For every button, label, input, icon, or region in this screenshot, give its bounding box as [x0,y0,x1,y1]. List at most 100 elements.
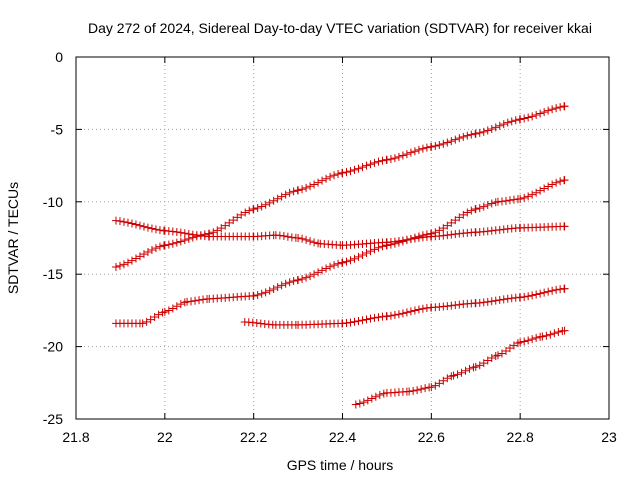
data-point [138,319,147,328]
data-point [479,127,488,136]
data-point [418,304,427,313]
data-point [164,240,173,249]
data-point [127,219,136,228]
data-point [390,154,399,163]
data-point [491,296,500,305]
data-point [513,339,522,348]
data-point [318,266,327,275]
data-point [487,124,496,133]
data-point [459,132,468,141]
data-point [556,285,565,294]
data-point [265,286,274,295]
data-point [499,120,508,129]
data-point [554,328,563,337]
data-point [483,126,492,135]
data-point [281,190,290,199]
x-tick-label: 22.8 [507,429,534,445]
data-point [191,296,200,305]
data-point [192,231,201,240]
data-point [180,298,189,307]
data-point [560,326,569,335]
data-point [475,128,484,137]
data-point [544,287,553,296]
data-point [346,256,355,265]
data-point [265,198,274,207]
data-point [520,193,529,202]
data-point [528,291,537,300]
data-point [463,208,472,217]
data-point [378,156,387,165]
data-point [289,187,298,196]
data-point [370,313,379,322]
data-point [279,232,288,241]
data-point [168,227,177,236]
data-point [269,284,278,293]
data-point [402,236,411,245]
data-point [406,148,415,157]
data-point [334,259,343,268]
data-point [249,205,258,214]
series-lower-flat [240,284,569,329]
data-point [418,231,427,240]
data-point [354,317,363,326]
data-point [493,351,502,360]
data-point [378,242,387,251]
chart-title: Day 272 of 2024, Sidereal Day-to-day VTE… [88,20,592,36]
data-point [334,169,343,178]
data-point [483,201,492,210]
data-point [520,337,529,346]
data-point [552,285,561,294]
data-point [546,330,555,339]
data-point [158,308,167,317]
data-point [147,224,156,233]
data-point [269,196,278,205]
data-point [520,114,529,123]
data-point [501,196,510,205]
data-point [362,249,371,258]
data-point [540,184,549,193]
data-point [548,180,557,189]
data-point [487,297,496,306]
data-point [338,258,347,267]
data-point [306,182,315,191]
y-tick-label: -15 [43,266,63,282]
data-point [155,242,164,251]
data-point [131,220,140,229]
data-point [410,306,419,315]
data-point [362,315,371,324]
data-point [176,228,185,237]
data-point [491,123,500,132]
data-point [443,138,452,147]
data-point [406,307,415,316]
data-point [151,244,160,253]
data-point [314,178,323,187]
data-point [499,295,508,304]
data-point [123,218,132,227]
data-point [487,354,496,363]
data-point [544,106,553,115]
data-point [354,164,363,173]
data-point [422,304,431,313]
data-point [405,387,414,396]
data-point [326,262,335,271]
data-point [552,104,561,113]
data-point [375,391,384,400]
data-point [516,115,525,124]
data-point [164,306,173,315]
data-point [366,314,375,323]
series-bottom-rising [351,326,569,409]
data-point [298,275,307,284]
y-tick-label: -10 [43,194,63,210]
data-point [366,247,375,256]
data-point [168,304,177,313]
data-point [520,292,529,301]
data-point [147,245,156,254]
data-point [497,197,506,206]
data-point [160,307,169,316]
data-point [471,129,480,138]
data-point [398,309,407,318]
data-point [516,194,525,203]
data-point [261,288,270,297]
series-middle-rising [111,176,569,328]
data-point [363,396,372,405]
